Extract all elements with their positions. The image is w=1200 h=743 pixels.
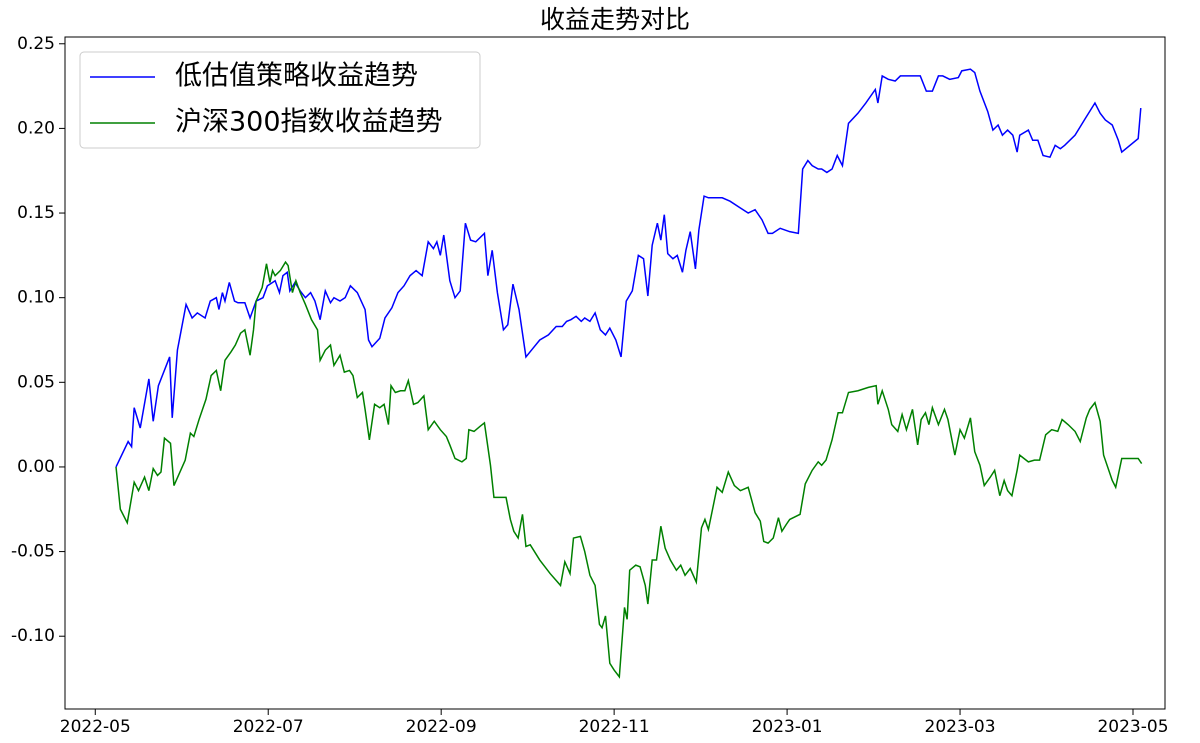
legend-box	[79, 51, 481, 149]
x-tick-label: 2023-03	[925, 717, 996, 737]
chart-title: 收益走势对比	[540, 5, 690, 34]
y-tick-label: 0.25	[17, 34, 55, 54]
y-tick-label: -0.10	[11, 626, 55, 646]
legend-label: 低估值策略收益趋势	[175, 61, 418, 92]
y-tick-label: 0.20	[17, 118, 55, 138]
legend-label: 沪深300指数收益趋势	[175, 107, 443, 138]
plot-frame	[64, 36, 1166, 710]
y-tick-label: 0.00	[17, 457, 55, 477]
y-tick-label: -0.05	[11, 542, 55, 562]
x-tick-label: 2023-05	[1097, 717, 1168, 737]
x-tick-label: 2022-11	[579, 717, 650, 737]
y-tick-label: 0.10	[17, 288, 55, 308]
x-tick-label: 2022-05	[60, 717, 131, 737]
x-tick-label: 2022-09	[406, 717, 477, 737]
y-tick-label: 0.05	[17, 372, 55, 392]
series-line	[115, 68, 1142, 468]
series-line	[115, 260, 1143, 679]
x-tick-label: 2022-07	[233, 717, 304, 737]
y-tick-label: 0.15	[17, 203, 55, 223]
x-tick-label: 2023-01	[752, 717, 823, 737]
